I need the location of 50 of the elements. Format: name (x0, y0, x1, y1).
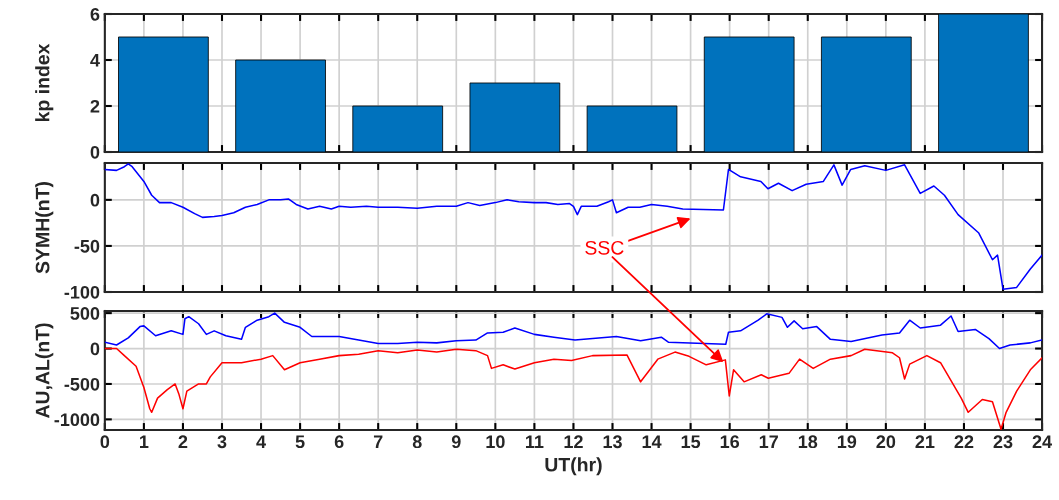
bar (821, 36, 912, 152)
x-tick-label: 21 (915, 435, 935, 448)
x-tick-label: 20 (876, 435, 896, 449)
x-tick-label: 18 (798, 435, 818, 449)
bar (235, 59, 326, 152)
bar (703, 36, 795, 152)
bar (469, 82, 561, 152)
x-tick-label: 11 (525, 435, 544, 448)
x-axis-title: UT(hr) (545, 457, 602, 476)
y-tick-label: 2 (90, 99, 100, 113)
y-tick-label: 0 (90, 193, 100, 207)
bar (938, 14, 1029, 152)
x-tick-label: 1 (140, 435, 149, 448)
y-axis-title: kp index (35, 43, 54, 122)
x-tick-label: 14 (642, 435, 662, 448)
x-tick-label: 24 (1032, 435, 1052, 448)
line-series (104, 163, 1043, 291)
y-axis-title: SYMH(nT) (35, 182, 54, 274)
x-tick-label: 3 (217, 435, 227, 449)
y-tick-label: 4 (90, 54, 100, 67)
y-tick-label: -1000 (54, 413, 100, 427)
y-tick-label: 6 (90, 7, 100, 21)
bar (118, 36, 209, 152)
x-tick-label: 22 (954, 435, 974, 448)
x-tick-label: 2 (178, 435, 188, 448)
x-tick-label: 10 (486, 435, 505, 449)
annotation: SSC (585, 240, 624, 255)
y-tick-label: 0 (90, 342, 100, 356)
y-tick-label: -100 (64, 285, 100, 299)
x-tick-label: 13 (603, 435, 622, 449)
x-tick-label: 5 (295, 435, 305, 449)
y-axis-title: AU,AL(nT) (35, 323, 54, 419)
x-tick-label: 17 (759, 435, 778, 448)
x-tick-label: 0 (100, 435, 110, 449)
x-tick-label: 8 (412, 435, 422, 449)
x-tick-label: 6 (334, 435, 344, 449)
x-tick-label: 7 (373, 435, 383, 448)
x-tick-label: 12 (564, 435, 583, 448)
y-tick-label: -500 (64, 377, 100, 391)
x-tick-label: 16 (720, 435, 740, 449)
x-tick-label: 15 (681, 435, 701, 449)
y-tick-label: 500 (70, 307, 100, 320)
x-tick-label: 19 (837, 435, 857, 449)
x-tick-label: 23 (993, 435, 1013, 449)
x-tick-label: 4 (256, 435, 266, 448)
x-tick-label: 9 (451, 435, 461, 449)
bar (586, 105, 678, 152)
y-tick-label: 0 (90, 145, 100, 159)
bar (352, 105, 444, 152)
y-tick-label: -50 (74, 239, 100, 253)
